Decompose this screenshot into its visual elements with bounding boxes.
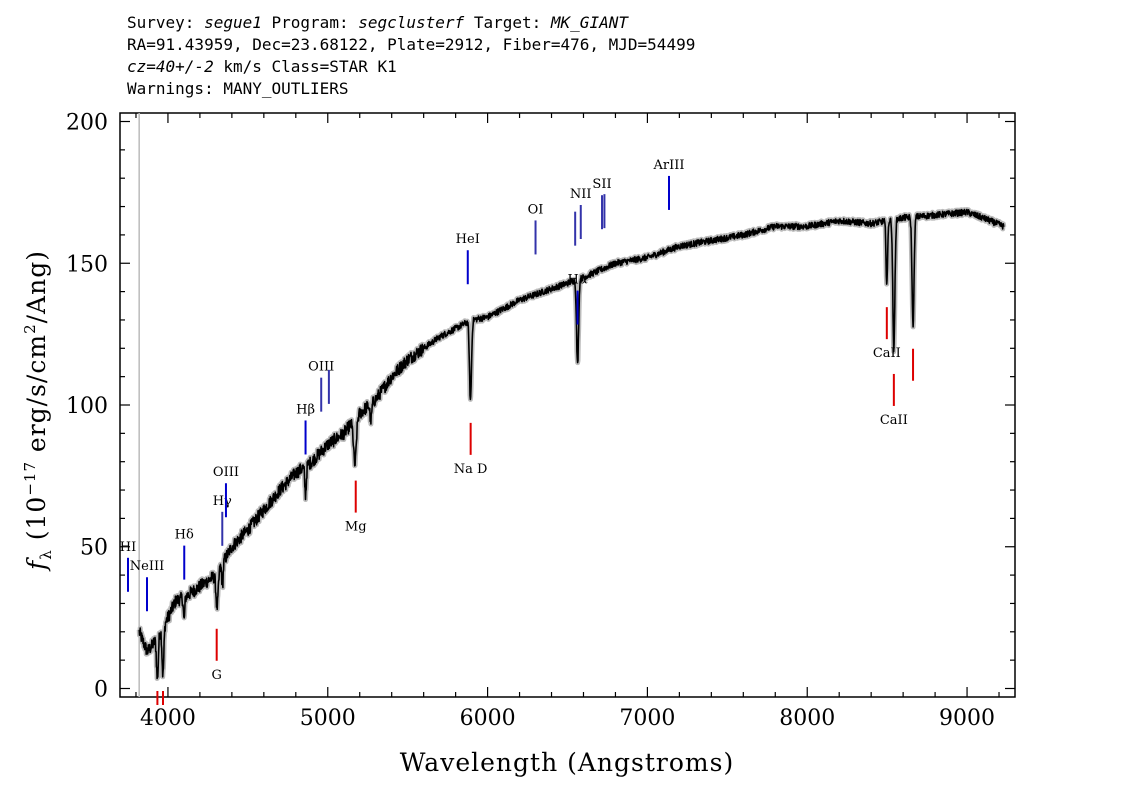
redshift-value: cz=40+/-2 [127,57,214,76]
header-line-3: cz=40+/-2 km/s Class=STAR K1 [127,56,695,78]
survey-value: segue1 [204,13,262,32]
x-tick-label-0: 4000 [140,706,196,731]
line-markers: HINeIIIHδHγOIIIHβOIIIHeIOIHαNIISIIArIIIG… [120,158,915,705]
target-label: Target: [473,13,542,32]
emission-label-3: Hγ [213,494,232,509]
absorption-label-4: Na D [454,462,488,477]
emission-label-15: ArIII [652,158,684,173]
x-tick-label-5: 9000 [939,706,995,731]
header-line-2: RA=91.43959, Dec=23.68122, Plate=2912, F… [127,35,696,54]
plot-border [119,112,1016,698]
y-tick-label-1: 50 [80,536,108,561]
y-tick-label-4: 200 [66,111,108,136]
y-axis-title: fλ (10−17 erg/s/cm2/Ang) [21,250,55,572]
survey-label: Survey: [127,13,195,32]
x-tick-label-1: 5000 [300,706,356,731]
header-line-4: Warnings: MANY_OUTLIERS [127,79,349,98]
x-tick-label-3: 7000 [619,706,675,731]
emission-label-5: Hβ [296,402,315,417]
program-label: Program: [271,13,349,32]
x-axis-title: Wavelength (Angstroms) [400,748,734,777]
emission-label-12: NII [570,187,592,202]
absorption-label-3: Mg [345,520,367,535]
program-value: segclusterf [358,13,465,32]
class-value: km/s Class=STAR K1 [223,57,397,76]
emission-label-6: OIII [308,360,334,375]
y-tick-label-2: 100 [66,394,108,419]
emission-label-13: SII [592,177,611,192]
absorption-label-5: CaII [873,346,901,361]
spectrum-header: Survey: segue1 Program: segclusterf Targ… [127,12,695,100]
spectrum-path [138,208,1005,680]
emission-label-2: Hδ [175,528,194,543]
x-tick-label-2: 6000 [460,706,516,731]
header-line-1: Survey: segue1 Program: segclusterf Targ… [127,12,695,34]
absorption-label-2: G [211,668,221,683]
absorption-label-6: CaII [880,413,908,428]
emission-label-11: Hα [568,273,588,288]
x-tick-label-4: 8000 [779,706,835,731]
emission-label-9: OI [528,202,544,217]
spectrum-line [138,208,1005,680]
emission-label-1: NeIII [130,559,164,574]
target-value: MK_GIANT [550,13,628,32]
emission-label-4: OIII [213,465,239,480]
axes: 4000 5000 6000 7000 8000 9000 0 50 100 150 200 [66,111,1015,731]
svg-text:fλ (10−17 erg/s/cm2/Ang): fλ (10−17 erg/s/cm2/Ang) [21,250,55,572]
plot-frame [119,112,1016,698]
y-tick-label-0: 0 [94,677,108,702]
emission-label-8: HeI [456,232,480,247]
y-tick-label-3: 150 [66,252,108,277]
